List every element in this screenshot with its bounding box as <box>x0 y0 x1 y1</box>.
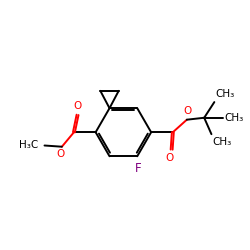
Text: O: O <box>165 153 173 163</box>
Text: O: O <box>56 149 64 159</box>
Text: H₃C: H₃C <box>18 140 38 149</box>
Text: F: F <box>135 162 141 174</box>
Text: O: O <box>74 102 82 112</box>
Text: O: O <box>184 106 192 116</box>
Text: CH₃: CH₃ <box>225 113 244 123</box>
Text: CH₃: CH₃ <box>216 89 235 99</box>
Text: CH₃: CH₃ <box>213 137 232 147</box>
